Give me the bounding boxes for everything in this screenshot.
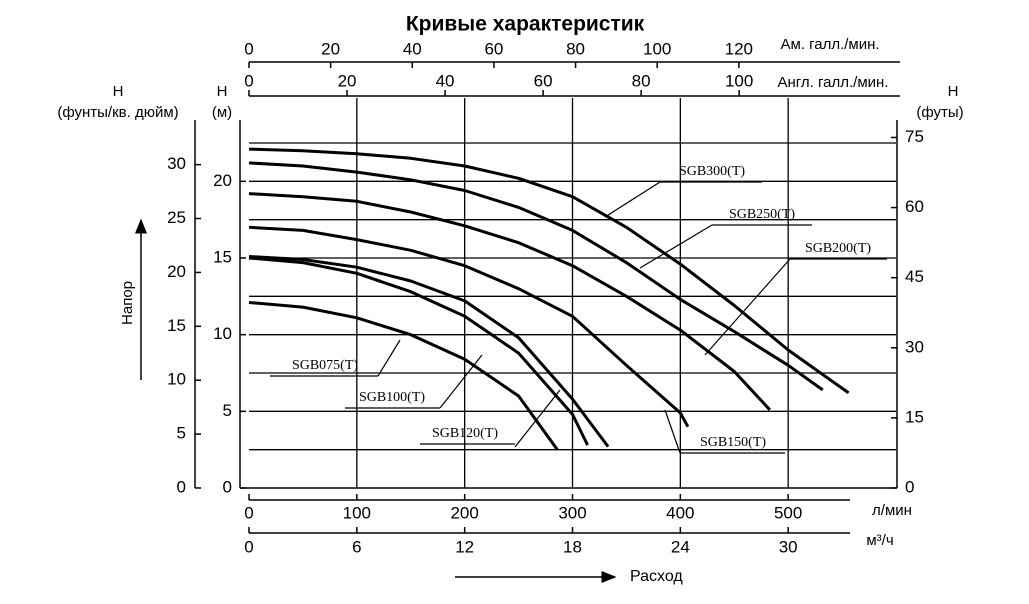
curve-label: SGB100(T) <box>359 390 425 405</box>
x-tick-label: 12 <box>455 537 474 556</box>
label-leader <box>439 354 483 409</box>
x-axis-label: Ам. галл./мин. <box>780 36 879 53</box>
y-tick-label: 75 <box>905 127 924 146</box>
y-tick-label: 15 <box>167 316 186 335</box>
x-tick-label: 20 <box>338 71 357 90</box>
x-tick-label: 120 <box>725 39 753 58</box>
x-tick-label: 100 <box>725 71 753 90</box>
label-leader <box>604 181 661 218</box>
x-tick-label: 80 <box>566 39 585 58</box>
y-tick-label: 5 <box>223 401 232 420</box>
y-axis-symbol: Н <box>948 83 959 100</box>
y-axis-unit: (фунты/кв. дюйм) <box>57 104 178 121</box>
x-tick-label: 30 <box>779 537 798 556</box>
x-axis-label: м³/ч <box>866 532 893 549</box>
curve-label: SGB300(T) <box>679 164 745 179</box>
x-tick-label: 100 <box>643 39 671 58</box>
label-leader <box>639 224 713 269</box>
label-leader <box>704 258 791 356</box>
x-axis-label: л/мин <box>872 502 912 519</box>
x-tick-label: 80 <box>632 71 651 90</box>
y-tick-label: 0 <box>223 477 232 496</box>
curve-label: SGB200(T) <box>805 241 871 256</box>
x-tick-label: 0 <box>244 71 253 90</box>
x-tick-label: 0 <box>244 537 253 556</box>
y-tick-label: 0 <box>905 477 914 496</box>
curve-label: SGB150(T) <box>700 435 766 450</box>
x-tick-label: 6 <box>352 537 361 556</box>
x-tick-label: 500 <box>774 503 802 522</box>
x-tick-label: 40 <box>436 71 455 90</box>
y-tick-label: 45 <box>905 267 924 286</box>
chart-title: Кривые характеристик <box>406 13 645 36</box>
x-tick-label: 100 <box>343 503 371 522</box>
pump-curve <box>248 255 610 448</box>
y-tick-label: 15 <box>905 407 924 426</box>
x-tick-label: 24 <box>671 537 690 556</box>
x-axis-label: Англ. галл./мин. <box>778 74 889 91</box>
x-tick-label: 40 <box>403 39 422 58</box>
y-tick-label: 20 <box>167 262 186 281</box>
x-tick-label: 400 <box>666 503 694 522</box>
x-tick-label: 60 <box>484 39 503 58</box>
y-tick-label: 30 <box>905 337 924 356</box>
pump-curve <box>248 192 771 411</box>
y-tick-label: 25 <box>167 208 186 227</box>
y-axis-symbol: Н <box>217 83 228 100</box>
x-tick-label: 300 <box>558 503 586 522</box>
y-tick-label: 15 <box>213 247 232 266</box>
label-leader <box>377 339 401 377</box>
y-tick-label: 20 <box>213 171 232 190</box>
curve-label: SGB075(T) <box>292 358 358 373</box>
pump-curve <box>248 225 690 428</box>
y-title: Напор <box>119 281 136 325</box>
x-tick-label: 0 <box>244 503 253 522</box>
pump-curve <box>248 161 824 392</box>
y-axis-symbol: Н <box>113 83 124 100</box>
x-tick-label: 20 <box>321 39 340 58</box>
x-tick-label: 200 <box>450 503 478 522</box>
pump-curve <box>248 301 559 451</box>
y-axis-unit: (футы) <box>916 104 963 121</box>
x-tick-label: 0 <box>244 39 253 58</box>
y-tick-label: 5 <box>177 424 186 443</box>
label-leader <box>664 409 681 454</box>
x-tick-label: 60 <box>534 71 553 90</box>
y-axis-unit: (м) <box>212 104 232 121</box>
curve-label: SGB120(T) <box>432 426 498 441</box>
y-tick-label: 60 <box>905 197 924 216</box>
y-tick-label: 10 <box>167 370 186 389</box>
label-leader <box>514 389 561 448</box>
y-tick-label: 0 <box>177 477 186 496</box>
pump-curve <box>248 147 850 395</box>
y-tick-label: 30 <box>167 154 186 173</box>
y-tick-label: 10 <box>213 324 232 343</box>
x-title: Расход <box>630 568 683 585</box>
pump-curve <box>248 256 589 446</box>
curve-label: SGB250(T) <box>729 207 795 222</box>
x-tick-label: 18 <box>563 537 582 556</box>
